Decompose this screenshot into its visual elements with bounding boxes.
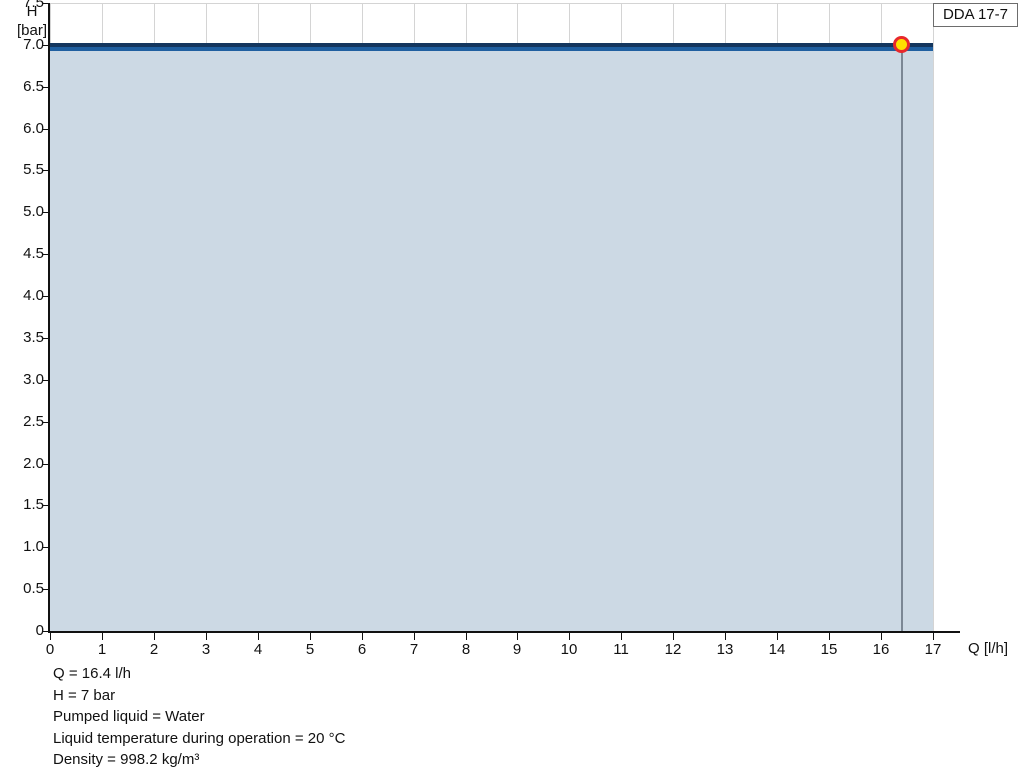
x-tick-mark [517, 633, 518, 640]
y-axis-title-unit: [bar] [16, 22, 47, 39]
x-tick-mark [102, 633, 103, 640]
x-tick-label: 0 [45, 641, 55, 658]
y-tick-mark [42, 45, 50, 46]
x-tick-mark [258, 633, 259, 640]
y-tick-label: 5.0 [23, 203, 44, 220]
y-tick-mark [42, 254, 50, 255]
x-tick-mark [933, 633, 934, 640]
x-tick-mark [154, 633, 155, 640]
caption-line: H = 7 bar [53, 686, 116, 704]
caption-line: Q = 16.4 l/h [53, 665, 131, 682]
y-tick-label: 1.5 [23, 496, 44, 513]
y-tick-mark [42, 3, 50, 4]
x-tick-mark [777, 633, 778, 640]
x-tick-mark [881, 633, 882, 640]
duty-point-dropline [900, 44, 903, 631]
legend: DDA 17-7 [932, 3, 1018, 27]
y-tick-mark [42, 87, 50, 88]
x-tick-label: 4 [253, 641, 263, 658]
x-axis-line [48, 631, 960, 633]
x-tick-mark [206, 633, 207, 640]
y-tick-mark [42, 212, 50, 213]
y-axis-title-symbol: H [26, 3, 38, 20]
y-tick-label: 4.0 [23, 287, 44, 304]
x-tick-mark [414, 633, 415, 640]
y-tick-mark [42, 547, 50, 548]
x-tick-label: 1 [97, 641, 107, 658]
x-tick-label: 16 [872, 641, 890, 658]
curve-layer [50, 3, 933, 631]
x-tick-label: 15 [820, 641, 838, 658]
y-axis-line [48, 3, 50, 633]
x-tick-mark [50, 633, 51, 640]
y-tick-label: 0 [35, 622, 44, 639]
x-tick-mark [621, 633, 622, 640]
x-tick-label: 11 [613, 641, 629, 658]
y-tick-mark [42, 505, 50, 506]
operating-conditions-caption: Q = 16.4 l/h H = 7 bar Pumped liquid = Wat… [53, 663, 345, 771]
caption-line: Liquid temperature during operation = 20… [53, 729, 346, 747]
y-tick-mark [42, 589, 50, 590]
caption-line: Pumped liquid = Water [53, 708, 205, 725]
caption-line: Density = 998.2 kg/m³ [53, 751, 200, 768]
x-tick-mark [310, 633, 311, 640]
y-tick-label: 7.0 [23, 36, 44, 53]
y-tick-label: 2.0 [23, 455, 44, 472]
y-tick-label: 1.0 [23, 538, 44, 555]
y-tick-mark [42, 380, 50, 381]
gridline-horizontal [50, 3, 933, 4]
y-tick-label: 4.5 [23, 245, 44, 262]
x-tick-label: 10 [560, 641, 578, 658]
y-tick-label: 3.0 [23, 371, 44, 388]
x-tick-label: 2 [149, 641, 159, 658]
x-tick-label: 14 [768, 641, 786, 658]
x-tick-label: 17 [924, 641, 942, 658]
y-tick-mark [42, 129, 50, 130]
x-tick-label: 8 [461, 641, 471, 658]
curve-fill-layer [50, 3, 933, 631]
y-tick-label: 0.5 [23, 580, 44, 597]
curve-band [50, 45, 933, 51]
y-tick-label: 5.5 [23, 161, 44, 178]
x-tick-mark [725, 633, 726, 640]
y-tick-mark [42, 170, 50, 171]
y-tick-mark [42, 422, 50, 423]
legend-label: DDA 17-7 [942, 6, 1008, 23]
y-tick-mark [42, 631, 50, 632]
y-tick-label: 3.5 [23, 329, 44, 346]
y-tick-label: 6.0 [23, 120, 44, 137]
y-tick-label: 2.5 [23, 413, 44, 430]
x-tick-label: 9 [512, 641, 522, 658]
x-tick-mark [569, 633, 570, 640]
x-tick-label: 7 [409, 641, 419, 658]
y-tick-label: 6.5 [23, 78, 44, 95]
y-tick-mark [42, 296, 50, 297]
x-tick-mark [673, 633, 674, 640]
x-tick-mark [829, 633, 830, 640]
x-tick-label: 12 [664, 641, 682, 658]
x-tick-label: 13 [716, 641, 734, 658]
x-tick-mark [466, 633, 467, 640]
duty-point-marker[interactable] [893, 36, 911, 54]
x-tick-label: 5 [305, 641, 315, 658]
y-tick-mark [42, 464, 50, 465]
y-axis-title: H [bar] [10, 2, 54, 40]
x-tick-label: 3 [201, 641, 211, 658]
y-tick-mark [42, 338, 50, 339]
curve-fill [50, 44, 933, 631]
plot-area [50, 3, 934, 632]
x-tick-mark [362, 633, 363, 640]
x-axis-title: Q [l/h] [968, 640, 1009, 657]
y-tick-label: 7.5 [23, 0, 44, 11]
performance-curve [50, 42, 933, 47]
x-tick-label: 6 [357, 641, 367, 658]
gridline-vertical [933, 3, 934, 631]
